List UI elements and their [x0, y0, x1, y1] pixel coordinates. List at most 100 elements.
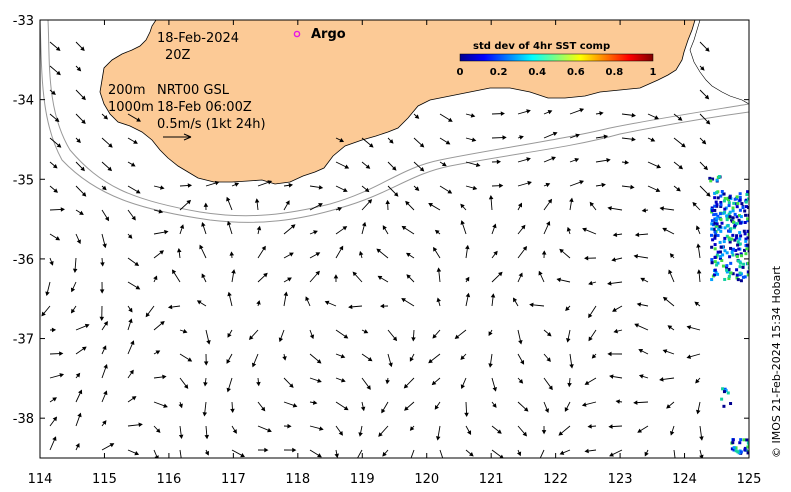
y-axis: -33 -34 -35 -36 -37 -38 — [13, 14, 749, 427]
current-vector-arrow — [491, 223, 497, 235]
sst-pixel — [710, 258, 714, 262]
current-vector-arrow — [127, 305, 133, 313]
scale-arrow-icon — [163, 133, 192, 141]
x-tick-label: 119 — [350, 472, 375, 487]
current-vector-arrow — [257, 245, 266, 259]
current-vector-arrow — [695, 225, 701, 235]
sst-pixel — [727, 277, 731, 281]
current-vector-arrow — [668, 269, 675, 283]
current-vector-arrow — [75, 412, 82, 427]
sst-pixel — [733, 223, 737, 227]
current-vector-arrow — [178, 425, 184, 440]
sst-pixel — [735, 276, 739, 280]
sst-pixel — [741, 265, 745, 269]
current-vector-arrow — [673, 449, 676, 458]
current-vector-arrow — [179, 377, 189, 389]
current-vector-arrow — [667, 325, 675, 331]
sst-pixel — [723, 196, 727, 200]
current-vector-arrow — [231, 269, 236, 283]
current-vector-arrow — [638, 374, 649, 379]
current-vector-arrow — [101, 209, 110, 222]
current-vector-arrow — [491, 425, 502, 434]
current-vector-arrow — [659, 377, 675, 382]
sst-pixel — [744, 252, 748, 256]
current-vector-arrow — [201, 222, 207, 235]
current-vector-arrow — [588, 305, 597, 319]
current-vector-arrow — [517, 425, 528, 437]
sst-pixel — [719, 204, 723, 208]
current-vector-arrow — [49, 161, 58, 169]
current-vector-arrow — [101, 113, 109, 120]
sst-pixel — [725, 265, 729, 269]
current-vector-arrow — [565, 305, 571, 311]
current-vector-arrow — [358, 250, 364, 259]
current-vector-arrow — [696, 243, 701, 259]
current-vector-arrow — [647, 113, 660, 120]
current-vector-arrow — [361, 329, 369, 334]
current-vector-arrow — [413, 161, 425, 172]
sst-pixel — [721, 211, 725, 215]
current-vector-arrow — [387, 161, 397, 171]
current-vector-arrow — [378, 425, 389, 437]
sst-pixel — [711, 238, 715, 242]
sst-pixel — [713, 208, 717, 212]
current-vector-arrow — [379, 303, 389, 309]
current-vector-arrow — [491, 401, 497, 408]
current-vector-arrow — [153, 250, 165, 259]
current-vector-arrow — [75, 346, 87, 355]
current-vector-arrow — [41, 305, 51, 317]
plot-frame — [39, 19, 750, 459]
sst-pixel — [716, 261, 720, 265]
sst-pixel — [746, 219, 749, 223]
x-tick-label: 117 — [221, 472, 246, 487]
current-vector-arrow — [227, 329, 233, 338]
sst-pixel — [744, 213, 748, 217]
current-vector-arrow — [569, 353, 574, 369]
current-vector-arrow — [75, 113, 86, 124]
current-vector-arrow — [309, 270, 320, 283]
current-vector-arrow — [543, 110, 553, 115]
sst-pixel — [719, 245, 723, 249]
sst-pixel — [735, 215, 739, 219]
current-vector-arrow — [517, 135, 524, 140]
current-vector-arrow — [595, 111, 604, 116]
current-vector-arrow — [647, 137, 656, 142]
sst-pixel — [715, 263, 719, 267]
sst-pixel — [724, 389, 728, 393]
current-vector-arrow — [433, 246, 441, 259]
sst-pixel — [739, 221, 743, 225]
sst-pixel — [731, 438, 735, 442]
current-vector-arrow — [434, 229, 441, 235]
sst-pixel — [746, 273, 749, 277]
sst-pixel — [737, 247, 741, 251]
current-vector-arrow — [256, 377, 261, 387]
credit-label: © IMOS 21-Feb-2024 15:34 Hobart — [770, 265, 783, 458]
current-vector-arrow — [699, 185, 711, 197]
current-vector-arrow — [49, 207, 65, 212]
colorbar — [459, 53, 654, 62]
sst-pixel — [725, 218, 729, 222]
sst-pixel — [744, 237, 748, 241]
argo-marker-icon — [293, 30, 301, 38]
current-vector-arrow — [517, 202, 522, 211]
current-vector-arrow — [196, 300, 207, 307]
sst-pixel — [725, 234, 729, 238]
sst-pixel — [722, 390, 726, 394]
current-vector-arrow — [491, 183, 504, 188]
current-vector-arrow — [226, 196, 233, 211]
current-vector-arrow — [673, 137, 686, 148]
sst-pixel — [722, 192, 726, 196]
sst-pixel — [732, 448, 736, 452]
current-vector-arrow — [695, 377, 701, 384]
current-vector-arrow — [101, 233, 107, 249]
current-vector-arrow — [460, 220, 467, 235]
current-vector-arrow — [413, 185, 420, 191]
current-vector-arrow — [167, 304, 181, 310]
current-vector-arrow — [607, 351, 623, 357]
current-vector-arrow — [153, 275, 158, 283]
sst-pixel — [729, 261, 733, 265]
sst-pixel — [746, 197, 749, 201]
sst-pixel — [716, 250, 720, 254]
isobath-200m — [47, 20, 749, 217]
current-vector-arrow — [387, 137, 394, 144]
